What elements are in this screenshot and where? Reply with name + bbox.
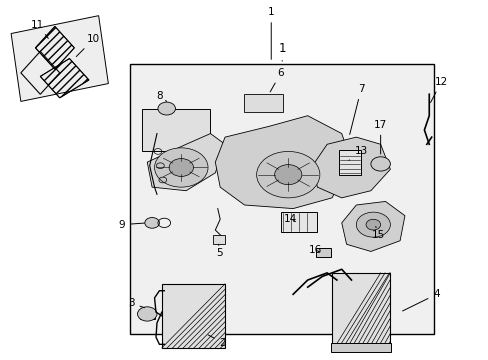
Text: 9: 9	[119, 220, 144, 230]
Circle shape	[158, 102, 175, 115]
Bar	[316, 248, 330, 257]
Text: 10: 10	[76, 34, 100, 57]
Text: 1: 1	[267, 7, 274, 59]
Bar	[281, 212, 317, 232]
Bar	[212, 235, 224, 244]
Circle shape	[370, 157, 389, 171]
Text: 1: 1	[278, 42, 285, 61]
Polygon shape	[312, 137, 389, 198]
Bar	[330, 343, 390, 352]
Polygon shape	[215, 116, 351, 208]
Text: 5: 5	[216, 244, 222, 258]
Text: 15: 15	[371, 226, 384, 240]
Circle shape	[144, 217, 159, 228]
Text: 14: 14	[284, 214, 297, 224]
Polygon shape	[147, 134, 224, 191]
Bar	[142, 109, 210, 152]
Bar	[140, 309, 154, 319]
Bar	[244, 94, 283, 112]
Bar	[130, 64, 433, 334]
Polygon shape	[341, 202, 404, 251]
Text: 8: 8	[156, 91, 166, 102]
Circle shape	[169, 158, 193, 176]
Text: 6: 6	[270, 68, 284, 92]
Circle shape	[256, 152, 319, 198]
Text: 7: 7	[349, 84, 364, 134]
Text: 4: 4	[402, 289, 439, 311]
Text: 12: 12	[429, 77, 447, 103]
Circle shape	[154, 148, 207, 187]
Circle shape	[366, 219, 380, 230]
Text: 3: 3	[128, 298, 144, 308]
Circle shape	[274, 165, 301, 185]
Bar	[331, 273, 389, 351]
Circle shape	[137, 307, 157, 321]
Polygon shape	[11, 16, 108, 102]
Text: 13: 13	[348, 147, 367, 160]
Text: 11: 11	[31, 19, 48, 39]
Text: 2: 2	[207, 335, 225, 347]
Text: 16: 16	[308, 245, 321, 255]
Circle shape	[356, 212, 389, 237]
Text: 17: 17	[373, 120, 386, 154]
Bar	[339, 150, 361, 175]
Bar	[162, 284, 224, 348]
